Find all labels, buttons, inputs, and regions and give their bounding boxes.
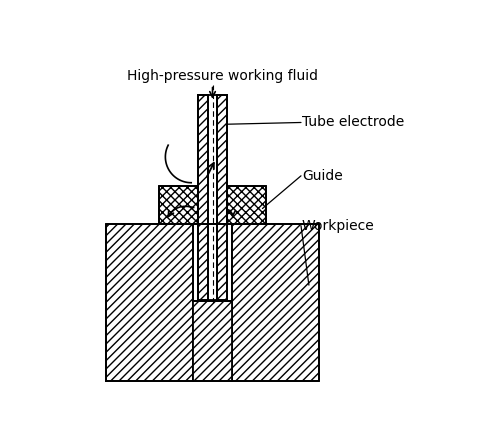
Text: Guide: Guide [302, 169, 342, 183]
Polygon shape [226, 186, 266, 224]
Polygon shape [216, 95, 226, 300]
Polygon shape [232, 224, 319, 381]
Polygon shape [106, 224, 192, 381]
Polygon shape [198, 95, 207, 300]
Text: High-pressure working fluid: High-pressure working fluid [127, 69, 318, 83]
Polygon shape [192, 301, 232, 381]
Text: Tube electrode: Tube electrode [302, 115, 403, 130]
Text: Workpiece: Workpiece [302, 219, 374, 233]
Polygon shape [159, 186, 198, 224]
